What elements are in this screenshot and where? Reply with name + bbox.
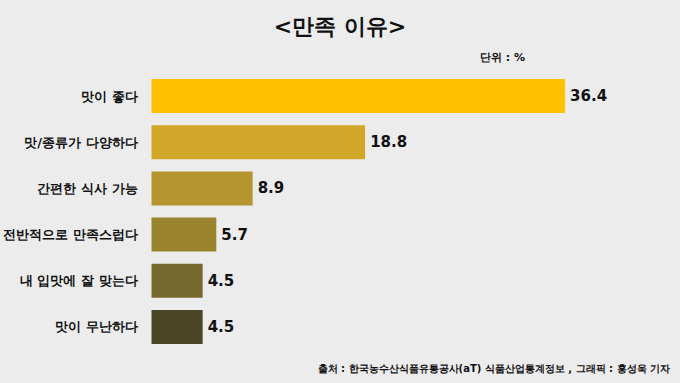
svg-text:맛이 무난하다: 맛이 무난하다: [55, 319, 138, 334]
svg-text:맛이 좋다: 맛이 좋다: [81, 89, 138, 104]
svg-text:5.7: 5.7: [221, 226, 248, 244]
svg-text:18.8: 18.8: [370, 133, 407, 151]
svg-text:4.5: 4.5: [208, 318, 235, 336]
svg-text:36.4: 36.4: [570, 87, 607, 105]
svg-text:내 입맛에 잘 맞는다: 내 입맛에 잘 맞는다: [20, 273, 138, 288]
svg-text:단위 : %: 단위 : %: [480, 51, 525, 64]
svg-text:출처 : 한국농수산식품유통공사(aT) 식품산업통계정보: 출처 : 한국농수산식품유통공사(aT) 식품산업통계정보 , 그래픽 : 홍성…: [318, 363, 670, 374]
svg-text:4.5: 4.5: [208, 272, 235, 290]
svg-text:<만족 이유>: <만족 이유>: [274, 14, 407, 39]
svg-text:맛/종류가 다양하다: 맛/종류가 다양하다: [24, 135, 137, 150]
svg-text:8.9: 8.9: [258, 179, 285, 197]
svg-text:전반적으로 만족스럽다: 전반적으로 만족스럽다: [3, 227, 138, 242]
svg-text:간편한 식사 가능: 간편한 식사 가능: [37, 181, 137, 196]
